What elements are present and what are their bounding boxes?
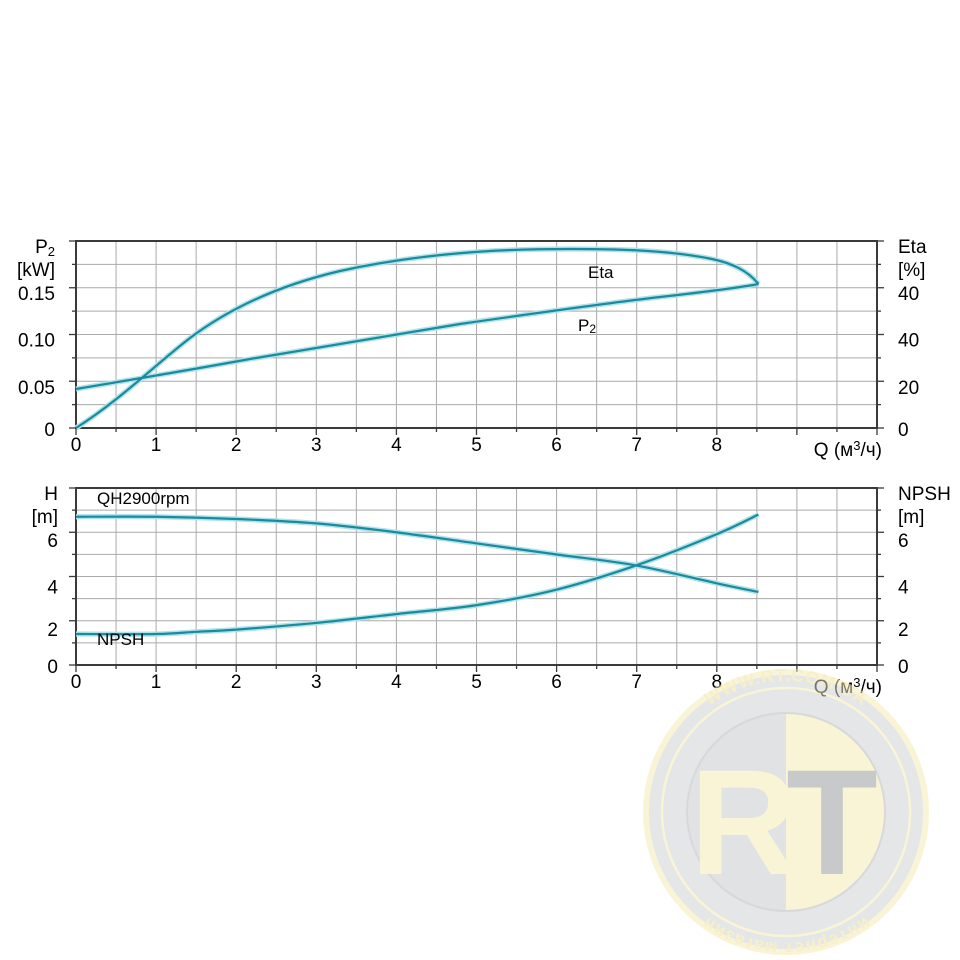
- svg-text:3: 3: [311, 435, 322, 456]
- svg-text:20: 20: [898, 378, 919, 399]
- svg-text:NPSH: NPSH: [97, 630, 144, 649]
- svg-text:40: 40: [898, 331, 919, 352]
- svg-text:0: 0: [44, 420, 55, 441]
- svg-text:6: 6: [551, 435, 562, 456]
- svg-text:T: T: [786, 738, 878, 906]
- svg-text:7: 7: [631, 672, 642, 693]
- svg-text:0.10: 0.10: [18, 331, 55, 352]
- svg-text:0: 0: [71, 435, 82, 456]
- svg-text:2: 2: [231, 435, 242, 456]
- svg-text:2: 2: [231, 672, 242, 693]
- svg-text:6: 6: [551, 672, 562, 693]
- svg-text:4: 4: [391, 672, 402, 693]
- svg-text:H: H: [44, 484, 58, 505]
- svg-text:[kW]: [kW]: [17, 260, 55, 281]
- svg-text:R: R: [690, 738, 798, 906]
- svg-text:Eta: Eta: [898, 237, 927, 258]
- svg-text:Eta: Eta: [588, 263, 614, 282]
- svg-text:2: 2: [47, 620, 58, 641]
- svg-text:5: 5: [471, 672, 482, 693]
- svg-text:1: 1: [151, 435, 162, 456]
- svg-text:0: 0: [898, 420, 909, 441]
- svg-text:0: 0: [71, 672, 82, 693]
- svg-text:3: 3: [311, 672, 322, 693]
- svg-text:P2: P2: [35, 237, 55, 259]
- svg-text:P2: P2: [578, 316, 596, 336]
- svg-text:4: 4: [898, 578, 909, 599]
- svg-text:[%]: [%]: [898, 260, 925, 281]
- svg-text:7: 7: [631, 435, 642, 456]
- svg-text:0.15: 0.15: [18, 284, 55, 305]
- svg-text:Q (м3/ч): Q (м3/ч): [814, 438, 882, 461]
- svg-text:QH2900rpm: QH2900rpm: [97, 489, 190, 508]
- svg-text:4: 4: [47, 578, 58, 599]
- svg-text:2: 2: [898, 620, 909, 641]
- svg-text:40: 40: [898, 284, 919, 305]
- svg-text:1: 1: [151, 672, 162, 693]
- svg-text:0.05: 0.05: [18, 378, 55, 399]
- svg-text:NPSH: NPSH: [898, 484, 951, 505]
- svg-text:6: 6: [898, 531, 909, 552]
- svg-text:0: 0: [898, 657, 909, 678]
- svg-text:[m]: [m]: [898, 507, 924, 528]
- svg-text:6: 6: [47, 531, 58, 552]
- svg-text:5: 5: [471, 435, 482, 456]
- svg-text:8: 8: [712, 435, 723, 456]
- svg-text:0: 0: [47, 657, 58, 678]
- svg-text:[m]: [m]: [32, 507, 58, 528]
- svg-text:4: 4: [391, 435, 402, 456]
